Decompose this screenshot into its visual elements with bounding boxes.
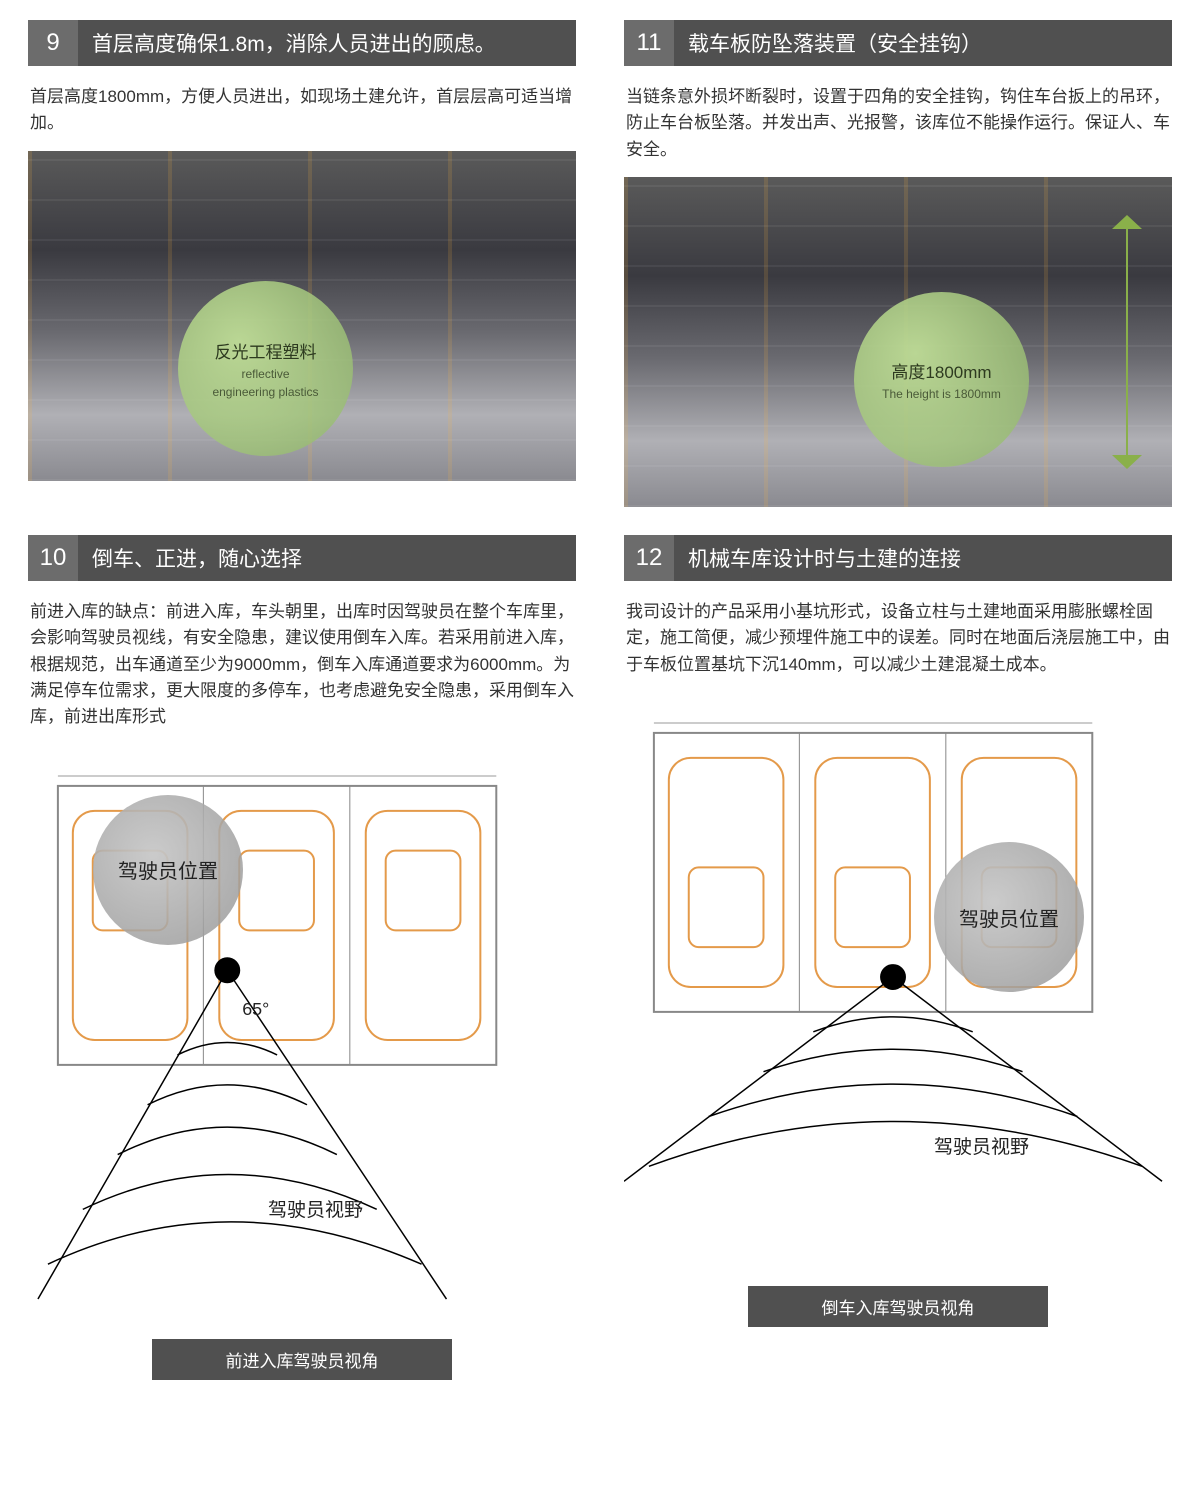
driver-view-label-12: 驾驶员视野 (934, 1132, 1029, 1159)
section-12-diagram: 驾驶员位置 驾驶员视野 (624, 702, 1172, 1262)
section-12-caption: 倒车入库驾驶员视角 (748, 1286, 1048, 1327)
driver-pos-circle-10: 驾驶员位置 (93, 795, 243, 945)
section-12-body: 我司设计的产品采用小基坑形式，设备立柱与土建地面采用膨胀螺栓固定，施工简便，减少… (624, 581, 1172, 692)
bubble-11-l2: The height is 1800mm (882, 387, 1001, 401)
reflective-bubble: 反光工程塑料 reflective engineering plastics (178, 281, 353, 456)
bubble-11-l1: 高度1800mm (891, 358, 991, 383)
bubble-9-l3: engineering plastics (212, 385, 318, 399)
section-10-body: 前进入库的缺点：前进入库，车头朝里，出库时因驾驶员在整个车库里，会影响驾驶员视线… (28, 581, 576, 745)
section-10-diagram: 65° 驾驶员位置 驾驶员视野 (28, 755, 576, 1315)
section-10: 10 倒车、正进，随心选择 前进入库的缺点：前进入库，车头朝里，出库时因驾驶员在… (28, 535, 576, 1380)
section-12-title: 机械车库设计时与土建的连接 (674, 543, 961, 573)
section-9: 9 首层高度确保1.8m，消除人员进出的顾虑。 首层高度1800mm，方便人员进… (28, 20, 576, 507)
driver-pos-label-12: 驾驶员位置 (934, 842, 1084, 992)
section-10-header: 10 倒车、正进，随心选择 (28, 535, 576, 581)
height-arrow-icon (1112, 217, 1142, 467)
driver-pos-label-10: 驾驶员位置 (93, 795, 243, 945)
section-12-header: 12 机械车库设计时与土建的连接 (624, 535, 1172, 581)
section-9-title: 首层高度确保1.8m，消除人员进出的顾虑。 (78, 28, 496, 58)
section-11: 11 载车板防坠落装置（安全挂钩） 当链条意外损坏断裂时，设置于四角的安全挂钩，… (624, 20, 1172, 507)
section-10-caption: 前进入库驾驶员视角 (152, 1339, 452, 1380)
angle-65-text: 65° (242, 999, 269, 1019)
section-9-body: 首层高度1800mm，方便人员进出，如现场土建允许，首层层高可适当增加。 (28, 66, 576, 151)
section-10-number: 10 (28, 535, 78, 581)
section-11-photo: 高度1800mm The height is 1800mm (624, 177, 1172, 507)
section-9-header: 9 首层高度确保1.8m，消除人员进出的顾虑。 (28, 20, 576, 66)
driver-view-label-10: 驾驶员视野 (268, 1195, 363, 1222)
section-12-number: 12 (624, 535, 674, 581)
driver-pos-circle-12: 驾驶员位置 (934, 842, 1084, 992)
section-9-photo: 反光工程塑料 reflective engineering plastics (28, 151, 576, 481)
bubble-9-l2: reflective (241, 367, 289, 381)
section-12: 12 机械车库设计时与土建的连接 我司设计的产品采用小基坑形式，设备立柱与土建地… (624, 535, 1172, 1380)
height-bubble: 高度1800mm The height is 1800mm (854, 292, 1029, 467)
section-11-title: 载车板防坠落装置（安全挂钩） (674, 28, 982, 58)
section-9-number: 9 (28, 20, 78, 66)
section-11-body: 当链条意外损坏断裂时，设置于四角的安全挂钩，钩住车台扳上的吊环，防止车台板坠落。… (624, 66, 1172, 177)
bubble-9-l1: 反光工程塑料 (215, 338, 317, 363)
section-11-header: 11 载车板防坠落装置（安全挂钩） (624, 20, 1172, 66)
section-10-title: 倒车、正进，随心选择 (78, 543, 302, 573)
section-11-number: 11 (624, 20, 674, 66)
